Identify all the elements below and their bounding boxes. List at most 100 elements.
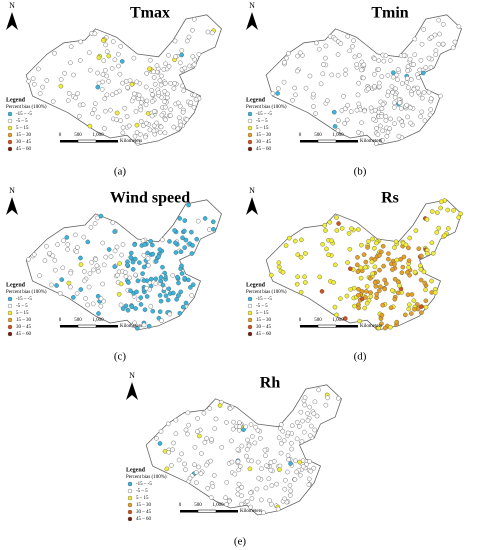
station [182,218,188,223]
station [412,269,418,275]
station [397,100,403,106]
station [334,228,340,233]
station [327,219,333,225]
station [162,81,168,86]
legend-swatch [127,516,133,522]
legend-swatch [7,139,13,145]
station [358,275,364,281]
station [224,420,229,425]
station [183,427,189,433]
station [165,421,171,427]
station [292,85,297,91]
station [409,292,415,297]
station [400,122,406,128]
station [80,102,86,107]
station [146,323,152,329]
station [188,100,194,105]
north-arrow [126,382,138,400]
station [190,27,195,33]
station [275,506,281,512]
country-outline [145,384,342,516]
station [159,73,164,79]
station [68,270,74,276]
legend-swatch [7,125,13,131]
station [364,284,370,289]
station [248,504,253,510]
panel-title: Rs [381,190,399,207]
station [368,290,373,295]
station [386,251,391,256]
station [134,289,139,295]
station [104,73,110,79]
scale-bar [96,140,118,143]
station [395,290,401,296]
station [288,493,293,498]
station [255,459,261,465]
station [374,291,379,297]
station [325,395,330,401]
station [183,300,189,306]
station [153,276,159,282]
station [372,280,378,286]
legend-swatch [247,132,253,138]
station [352,303,357,309]
station [418,114,423,119]
legend-label: 45 – 60 [256,332,272,337]
legend-label: 30 – 45 [16,325,32,330]
station [334,215,339,220]
station [182,65,188,71]
legend-swatch [247,324,253,330]
station [408,311,414,316]
station [113,90,119,95]
station [316,46,322,52]
station [276,86,281,91]
station [158,275,164,280]
station [401,254,407,260]
station [232,471,238,477]
station [124,78,129,84]
station [229,438,234,444]
station [143,102,149,108]
station [249,496,255,501]
station [308,468,314,474]
station [261,510,266,515]
station [50,99,56,104]
station [377,267,382,273]
station [411,62,416,67]
legend-label: -5 – 5 [16,119,28,124]
scale-label: 0 [59,318,62,323]
station [132,133,138,139]
station [424,217,430,222]
station [283,477,288,483]
station [117,261,122,266]
station [132,320,137,326]
station [432,290,438,295]
station [348,109,354,114]
station [148,276,154,282]
scale-label: 0 [299,318,302,323]
station [110,220,116,225]
station [307,476,312,482]
station [458,211,463,217]
station [446,226,451,231]
station [186,422,191,428]
station [68,44,74,49]
station [157,293,163,298]
station [172,38,178,44]
station [249,458,254,464]
station [87,67,93,73]
station [346,231,352,236]
station [394,319,400,325]
station [152,81,158,87]
station [236,481,242,487]
station [450,45,456,51]
station [195,429,200,434]
legend-swatch [127,495,133,501]
station [396,116,402,122]
station [165,297,171,303]
station [396,133,402,139]
station [407,56,413,62]
station [384,133,390,139]
scale-bar [317,324,337,328]
scale-unit: Kilometers [120,324,142,329]
